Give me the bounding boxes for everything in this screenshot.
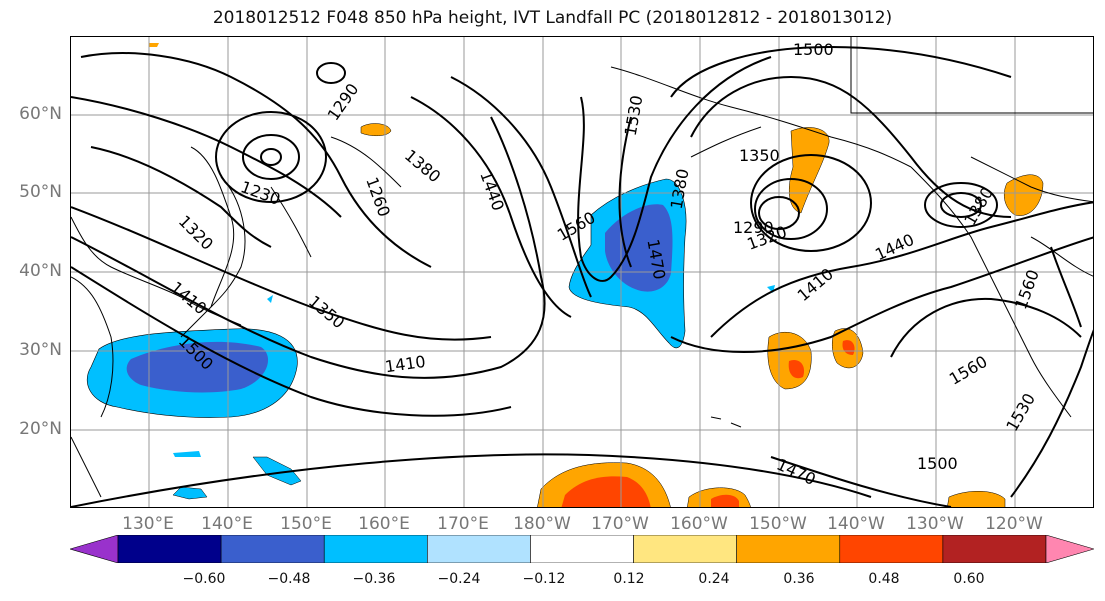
map-panel: 1500 1530 1290 1380 1440 1350 1230 1260 … [70,36,1094,508]
contour-label: 1320 [175,212,217,254]
contour-label: 1470 [774,455,819,489]
map-title: 2018012512 F048 850 hPa height, IVT Land… [212,8,893,28]
colorbar-extend-high [1045,535,1094,563]
colorbar-segment [839,535,944,563]
colorbar-segment [633,535,737,563]
lon-label-150w: 150°W [749,514,807,534]
lat-label-20n: 20°N [19,419,62,439]
colorbar-segment [220,535,325,563]
colorbar-segment [736,535,841,563]
contour-label: 1530 [621,94,647,137]
colorbar-tick: 0.24 [698,571,730,587]
colorbar-tick: 0.48 [868,571,900,587]
contour-label: 1440 [872,230,917,264]
colorbar [70,535,1094,563]
colorbar-tick: 0.60 [953,571,985,587]
contour-label: 1380 [401,146,444,187]
contour-label: 1350 [739,146,780,165]
contour-label: 1440 [476,169,508,214]
lon-label-130e: 130°E [122,514,174,534]
colorbar-segment [117,535,222,563]
contour-label: 1560 [1011,267,1043,312]
contour-label: 1410 [384,352,427,376]
lon-label-160e: 160°E [358,514,410,534]
contour-label: 1260 [362,175,394,220]
lat-label-40n: 40°N [19,261,62,281]
colorbar-segment [323,535,428,563]
lon-label-140w: 140°W [827,514,885,534]
map-plot: 1500 1530 1290 1380 1440 1350 1230 1260 … [71,37,1093,507]
contour-label: 1380 [667,167,693,210]
colorbar-tick: −0.48 [267,571,311,587]
contour-label: 1560 [946,352,991,389]
contour-label: 1410 [167,278,210,319]
colorbar-tick: −0.12 [522,571,566,587]
contour-label: 1500 [917,454,958,473]
colorbar-extend-low [70,535,119,563]
colorbar-tick: −0.36 [352,571,396,587]
lon-label-160w: 160°W [670,514,728,534]
contour-label: 1290 [733,218,774,237]
lon-label-120w: 120°W [985,514,1043,534]
lon-label-140e: 140°E [201,514,253,534]
colorbar-segment [427,535,531,563]
lat-label-30n: 30°N [19,340,62,360]
colorbar-tick: −0.60 [182,571,226,587]
lon-label-150e: 150°E [280,514,332,534]
lat-label-50n: 50°N [19,182,62,202]
colorbar-tick: 0.12 [613,571,645,587]
lon-label-170e: 170°E [437,514,489,534]
contour-label: 1350 [305,292,348,333]
height-contours [71,45,1093,507]
colorbar-segment [530,535,634,563]
colorbar-tick: 0.36 [783,571,815,587]
lon-label-170w: 170°W [591,514,649,534]
colorbar-segment [942,535,1047,563]
contour-label: 1500 [793,40,834,59]
lat-label-60n: 60°N [19,104,62,124]
contour-label: 1290 [324,80,363,124]
colorbar-tick: −0.24 [437,571,481,587]
contour-label: 1230 [238,177,283,209]
lon-label-130w: 130°W [906,514,964,534]
graticule [71,37,1093,507]
contour-label: 1530 [1002,390,1039,435]
lon-label-180w: 180°W [513,514,571,534]
